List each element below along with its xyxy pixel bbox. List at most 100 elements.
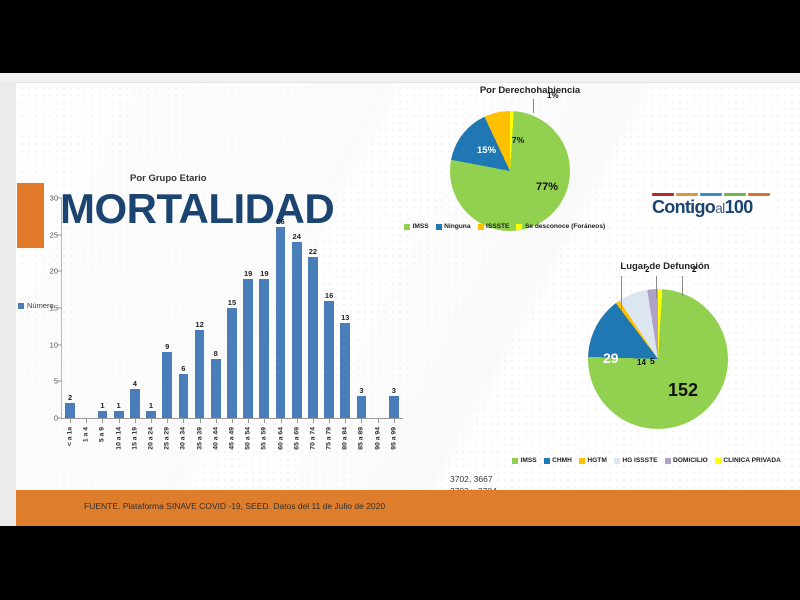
- bar: 13: [340, 313, 351, 418]
- x-tick-mark: [134, 419, 136, 423]
- y-tick-mark: [58, 344, 62, 346]
- footer-bar: [16, 490, 800, 526]
- bar-column: 22: [305, 198, 321, 418]
- bar-column: 1: [94, 198, 110, 418]
- y-tick-label: 5: [53, 376, 58, 386]
- bar-value-label: 6: [181, 364, 186, 373]
- bar-column: 15: [224, 198, 240, 418]
- x-tick-label: 60 a 64: [277, 427, 285, 450]
- y-tick-label: 25: [49, 230, 58, 240]
- x-tick-column: 55 a 59: [256, 419, 272, 479]
- bar-column: 16: [321, 198, 337, 418]
- x-tick-mark: [280, 419, 282, 423]
- bar-value-label: 26: [276, 217, 285, 227]
- x-tick-mark: [167, 419, 169, 423]
- x-tick-column: 15 a 19: [127, 419, 143, 479]
- x-tick-label: 80 a 84: [341, 427, 349, 450]
- bar: 19: [243, 269, 253, 418]
- pie2-value-imss: 152: [668, 380, 699, 400]
- slide-top-edge: [0, 73, 800, 83]
- x-tick-mark: [183, 419, 185, 423]
- pie1-value-desconoce: 1%: [547, 91, 559, 100]
- y-tick-mark: [58, 380, 62, 382]
- bar-value-label: 1: [148, 400, 154, 410]
- x-tick-label: 45 a 49: [228, 427, 236, 450]
- pie2-value-clinica: 2: [692, 265, 697, 274]
- x-tick-label: 55 a 59: [260, 427, 268, 450]
- logo-color-bars: [648, 191, 774, 196]
- pie1-value-ninguna: 15%: [477, 145, 497, 156]
- pie1-legend-swatch: [477, 223, 484, 230]
- bar: 1: [97, 401, 108, 418]
- presentation-slide: MORTALIDAD Contigoal100 Por Grupo Etario…: [0, 73, 800, 526]
- bar-column: 3: [353, 198, 369, 418]
- bar: 3: [356, 386, 367, 418]
- y-tick-mark: [58, 307, 62, 309]
- x-tick-column: 65 a 69: [289, 419, 305, 479]
- bar-value-label: 3: [391, 386, 396, 395]
- bar-chart-plot-area: 0 5 10 15 20 25 30 2 1 1 4 1 9 6 12 8 15 19 19 26 24 22 16 13 3…: [50, 194, 402, 423]
- bar-column: 2: [62, 198, 78, 418]
- bar-column: 24: [289, 198, 305, 418]
- y-tick-mark: [58, 197, 62, 199]
- x-tick-label: 95 a 99: [390, 427, 398, 450]
- bar-chart-legend: Número: [18, 301, 54, 310]
- y-tick-mark: [58, 417, 62, 419]
- pie2-legend-item: HGTM: [578, 457, 607, 464]
- bar-value-label: 12: [195, 320, 204, 329]
- pie1-legend-swatch: [516, 223, 523, 230]
- bar: 15: [227, 298, 237, 418]
- pie1-legend-item: IMSS: [404, 223, 429, 230]
- x-tick-column: 45 a 49: [224, 419, 240, 479]
- bar-column: 26: [272, 198, 288, 418]
- bar: 4: [129, 379, 140, 418]
- x-tick-mark: [329, 419, 331, 423]
- bar: 22: [308, 247, 318, 418]
- bar-value-label: 1: [116, 400, 121, 410]
- pie1-legend-label: Ninguna: [444, 223, 471, 230]
- pie2-legend-swatch: [664, 457, 671, 464]
- pie1-legend-swatch: [404, 223, 410, 230]
- x-tick-column: 70 a 74: [305, 419, 321, 479]
- x-tick-mark: [199, 419, 201, 423]
- x-tick-mark: [215, 419, 217, 423]
- y-tick-label: 15: [49, 303, 58, 313]
- x-tick-label: 35 a 39: [196, 427, 204, 450]
- x-tick-mark: [151, 419, 153, 423]
- bar-value-label: 16: [324, 290, 334, 300]
- x-tick-column: 40 a 44: [208, 419, 224, 479]
- slide-left-rail: [0, 82, 16, 526]
- pie2-legend-item: CHMH: [543, 457, 572, 464]
- bar-chart-x-axis: [61, 418, 403, 419]
- pie-lugar-defuncion: [588, 289, 728, 429]
- x-tick-label: 10 a 14: [115, 427, 123, 450]
- pie-derechohabiencia: [450, 111, 570, 231]
- pie2-legend-label: HG ISSSTE: [622, 457, 658, 464]
- bar: 8: [210, 349, 221, 418]
- bar: 1: [113, 401, 124, 418]
- pie1-legend-label: IMSS: [412, 223, 429, 230]
- pie2-legend-label: DOMICILIO: [673, 457, 708, 464]
- x-tick-label: 75 a 79: [325, 427, 333, 450]
- x-tick-mark: [118, 419, 120, 423]
- x-tick-column: 25 a 29: [159, 419, 175, 479]
- x-tick-label: 30 a 34: [179, 427, 187, 450]
- logo-bar-2: [676, 193, 698, 196]
- logo-bar-1: [652, 193, 674, 196]
- title-accent-block: [17, 183, 44, 248]
- bar-column: 8: [208, 198, 224, 418]
- pie2-leader-domicilio: [656, 276, 657, 298]
- pie2-legend-item: IMSS: [512, 457, 537, 464]
- bar-chart-x-tick-labels: < a 1a 1 a 4 5 a 9 10 a 14 15 a 19 20 a 24 25 …: [62, 419, 402, 479]
- x-tick-mark: [361, 419, 363, 423]
- y-tick-mark: [58, 234, 62, 236]
- bar: 1: [146, 401, 156, 418]
- pie1-legend-item: Ninguna: [435, 223, 471, 230]
- x-tick-mark: [345, 419, 347, 423]
- x-tick-mark: [231, 419, 233, 423]
- pie2-legend-item: HG ISSSTE: [613, 457, 658, 464]
- x-tick-column: 60 a 64: [272, 419, 288, 479]
- y-tick-label: 20: [49, 266, 58, 276]
- logo-bar-5: [748, 193, 770, 196]
- bar-column: 13: [337, 198, 353, 418]
